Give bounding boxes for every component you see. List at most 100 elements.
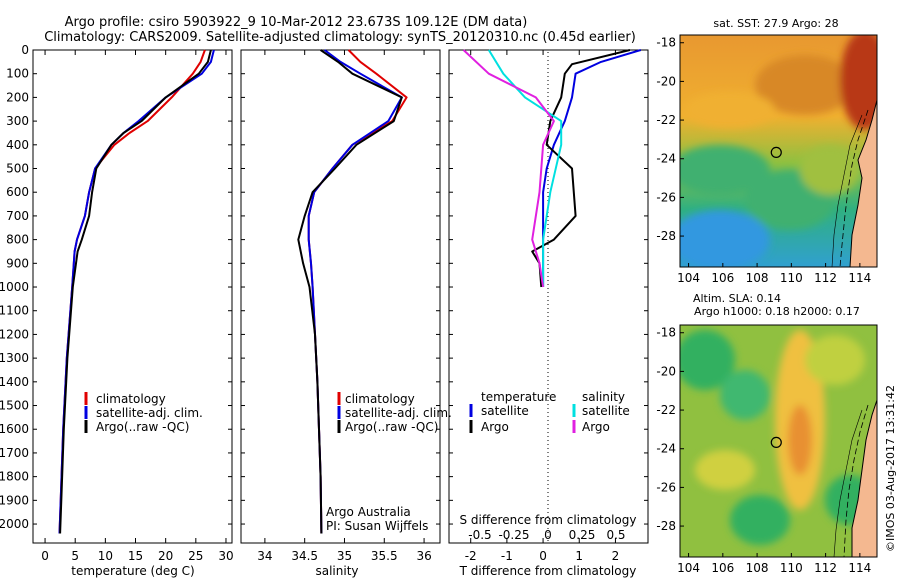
temperature-legend: climatology satellite-adj. clim. Argo(..…	[84, 392, 203, 434]
lat-tick-label: -28	[656, 229, 676, 243]
x-tick-label: 30	[218, 549, 233, 563]
sla-low-patch	[680, 330, 735, 390]
lat-tick-label: -26	[656, 190, 676, 204]
sst-shelf-contour	[839, 109, 869, 267]
difference-top-label: S difference from climatology	[460, 513, 637, 527]
difference-legend-temperature: temperature satellite Argo	[469, 390, 556, 434]
lat-tick-label: -20	[656, 74, 676, 88]
sst-shelf-contour	[831, 114, 863, 267]
depth-tick-label: 1500	[0, 399, 29, 413]
legend-title-salinity: salinity	[582, 390, 625, 404]
lon-tick-label: 108	[746, 561, 769, 575]
depth-tick-label: 1000	[0, 280, 29, 294]
depth-tick-label: 1100	[0, 304, 29, 318]
series-line-argo-raw-qc	[297, 49, 403, 534]
series-line-salinity-satellite	[487, 49, 563, 287]
depth-tick-label: 1400	[0, 375, 29, 389]
x-tick-label: 25	[188, 549, 203, 563]
series-line-satellite-adj-clim	[58, 49, 215, 534]
top-tick-1: -0.25	[498, 528, 529, 542]
lon-tick-label: 112	[814, 271, 837, 285]
lat-tick-label: -18	[656, 36, 676, 50]
lon-tick-label: 106	[711, 561, 734, 575]
depth-tick-label: 900	[6, 256, 29, 270]
sst-lon-ticks: 104 106 108 110 112 114	[677, 263, 871, 285]
temperature-xlabel: temperature (deg C)	[71, 564, 194, 578]
sla-map-title-2: Argo h1000: 0.18 h2000: 0.17	[694, 305, 860, 318]
temperature-frame	[32, 49, 233, 544]
top-tick-4: 0.5	[606, 528, 625, 542]
sla-lat-ticks: -18 -20 -22 -24 -26 -28	[656, 326, 684, 533]
copyright-stamp: ©IMOS 03-Aug-2017 13:31:42	[884, 385, 897, 552]
depth-tick-label: 1900	[0, 493, 29, 507]
sst-warm-patch	[755, 55, 855, 115]
series-line-salinity-argo	[462, 49, 555, 288]
salinity-xlabel: salinity	[315, 564, 358, 578]
top-tick-2: 0	[544, 528, 552, 542]
lat-tick-label: -22	[656, 113, 676, 127]
lon-tick-label: 108	[746, 271, 769, 285]
salinity-tick-labels: 34 34.5 35 35.5 36	[257, 50, 432, 563]
x-tick-label: -1	[501, 549, 513, 563]
sla-high-patch	[695, 450, 755, 490]
sla-map: Altim. SLA: 0.14 Argo h1000: 0.18 h2000:…	[656, 292, 878, 575]
x-tick-label: 20	[158, 549, 173, 563]
depth-tick-label: 300	[6, 114, 29, 128]
series-line-argo-raw-qc	[59, 49, 212, 534]
legend-label-argo: Argo(..raw -QC)	[345, 420, 438, 434]
depth-tick-label: 0	[21, 43, 29, 57]
lon-tick-label: 112	[814, 561, 837, 575]
sst-argo-marker	[770, 146, 782, 159]
sst-warm-patch	[685, 92, 775, 128]
salinity-top-ticks: -0.5 -0.25 0 0.25 0.5	[468, 528, 625, 542]
x-tick-label: 5	[71, 549, 79, 563]
x-tick-label: 10	[98, 549, 113, 563]
x-tick-label: 2	[612, 549, 620, 563]
depth-tick-label: 600	[6, 185, 29, 199]
lat-tick-label: -24	[656, 442, 676, 456]
temperature-panel: 0100200300400500600700800900100011001200…	[0, 43, 234, 578]
difference-tick-labels: -2 -1 0 1 2	[465, 50, 620, 563]
top-tick-3: 0.25	[569, 528, 596, 542]
salinity-series	[297, 49, 408, 534]
depth-tick-label: 700	[6, 209, 29, 223]
depth-tick-label: 2000	[0, 517, 29, 531]
legend-label-climatology: climatology	[345, 392, 415, 406]
depth-tick-label: 1700	[0, 446, 29, 460]
lat-tick-label: -22	[656, 403, 676, 417]
x-tick-label: 34.5	[291, 549, 318, 563]
salinity-legend: climatology satellite-adj. clim. Argo(..…	[337, 392, 452, 434]
x-tick-label: 34	[257, 549, 272, 563]
legend-label-t-satellite: satellite	[481, 404, 529, 418]
x-tick-label: 0	[539, 549, 547, 563]
depth-tick-label: 1800	[0, 470, 29, 484]
difference-frame	[448, 49, 649, 544]
legend-label-s-satellite: satellite	[582, 404, 630, 418]
salinity-depth-ticks	[241, 49, 440, 525]
depth-tick-label: 800	[6, 233, 29, 247]
legend-label-t-argo: Argo	[481, 420, 509, 434]
sla-low-patch	[730, 495, 790, 545]
salinity-frame	[240, 49, 441, 544]
sla-argo-marker	[770, 436, 782, 449]
sst-frame	[679, 34, 878, 268]
salinity-panel: 34 34.5 35 35.5 36 climatology satellite-adj…	[240, 49, 452, 578]
x-tick-label: 36	[416, 549, 431, 563]
sst-land	[849, 35, 877, 267]
legend-label-argo: Argo(..raw -QC)	[96, 420, 189, 434]
x-tick-label: 35	[337, 549, 352, 563]
sst-map: sat. SST: 27.9 Argo: 28 104 106 108 110 112 1…	[656, 17, 878, 285]
x-tick-label: -2	[465, 549, 477, 563]
depth-tick-labels: 0 100 200 300 400 500 600 700 800 900 1000 1100 1200…	[0, 43, 232, 531]
sst-warm-patch	[840, 35, 877, 130]
series-line-satellite-adj-clim	[307, 49, 403, 534]
difference-panel: -2 -1 0 1 2 temperature satellite Argo salin…	[448, 49, 649, 578]
top-tick-0: -0.5	[468, 528, 491, 542]
sla-land	[851, 399, 877, 557]
sla-low-patch	[720, 370, 770, 420]
lon-tick-label: 104	[677, 271, 700, 285]
lat-tick-label: -28	[656, 519, 676, 533]
sla-shelf-contour	[843, 404, 869, 557]
depth-tick-label: 100	[6, 67, 29, 81]
